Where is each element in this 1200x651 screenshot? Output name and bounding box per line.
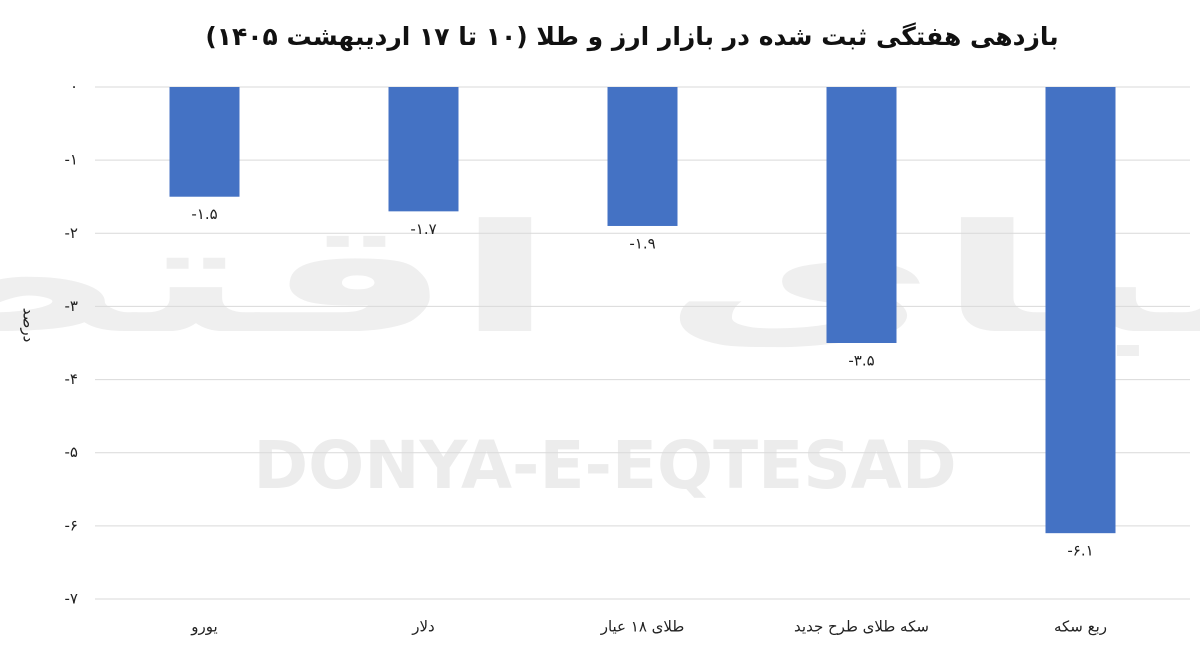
chart-title: بازدهی هفتگی ثبت شده در بازار ارز و طلا …	[205, 22, 1058, 52]
y-axis-label: درصد	[20, 308, 38, 343]
data-label: -۶.۱	[1067, 542, 1093, 560]
bar	[826, 87, 897, 343]
x-tick-label: یورو	[190, 618, 217, 636]
y-tick-label: -۴	[65, 370, 78, 388]
y-tick-label: -۵	[65, 443, 78, 461]
y-tick-label: -۷	[65, 590, 78, 608]
watermark-en: DONYA-E-EQTESAD	[253, 427, 956, 504]
data-label: -۱.۹	[629, 234, 655, 252]
bar	[607, 87, 678, 226]
x-tick-label: طلای ۱۸ عیار	[600, 618, 685, 636]
data-label: -۱.۷	[410, 220, 436, 238]
x-tick-label: ربع سکه	[1054, 618, 1107, 636]
bar	[169, 87, 240, 197]
y-tick-label: -۳	[65, 297, 78, 315]
y-tick-label: -۱	[65, 151, 78, 169]
bar	[1045, 87, 1116, 534]
y-tick-label: ۰	[70, 78, 78, 96]
x-tick-label: دلار	[411, 618, 434, 636]
x-tick-label: سکه طلای طرح جدید	[794, 618, 929, 636]
data-label: -۱.۵	[191, 205, 217, 223]
watermark-fa: دنیای اقتصاد	[0, 192, 1200, 367]
y-tick-label: -۶	[65, 516, 78, 534]
data-label: -۳.۵	[848, 352, 874, 370]
bar	[388, 87, 459, 212]
y-tick-label: -۲	[65, 224, 78, 242]
